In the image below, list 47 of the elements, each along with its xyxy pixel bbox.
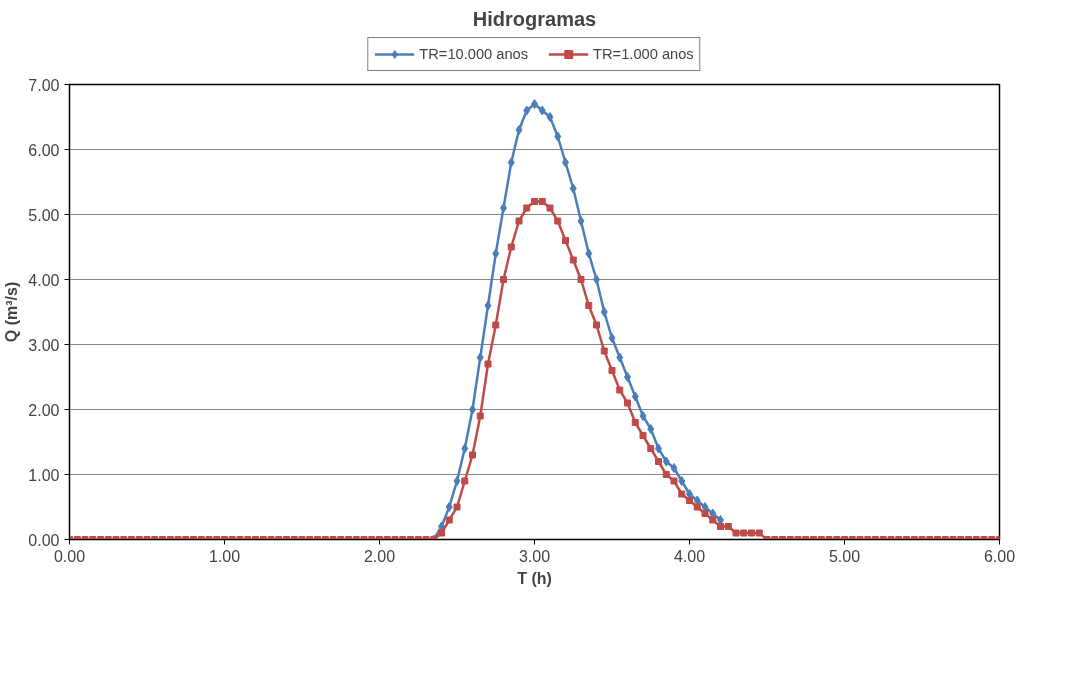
x-tick-label: 5.00 (828, 547, 861, 565)
point (600, 307, 608, 317)
point (531, 99, 538, 109)
x-tick-label: 0.00 (53, 547, 86, 565)
point (608, 333, 616, 343)
point (523, 105, 531, 116)
point (445, 502, 453, 512)
point (639, 411, 647, 421)
y-tick-label: 3.00 (28, 336, 60, 354)
point (554, 131, 562, 142)
point (492, 248, 500, 259)
y-tick-label: 2.00 (28, 401, 60, 419)
point (484, 300, 492, 311)
y-tick-label: 0.00 (28, 531, 60, 549)
point (647, 424, 655, 434)
point (631, 391, 639, 402)
point (538, 105, 546, 116)
chart-title: Hidrogramas (472, 7, 597, 30)
point (662, 456, 670, 467)
point (678, 476, 686, 486)
point (515, 125, 523, 135)
legend-label: TR=1.000 anos (593, 46, 694, 62)
y-tick-label: 1.00 (28, 466, 60, 484)
point (546, 112, 554, 122)
y-tick-label: 6.00 (28, 141, 60, 159)
point (500, 203, 507, 213)
x-tick-label: 6.00 (983, 547, 1016, 565)
y-tick-label: 7.00 (28, 76, 60, 94)
y-tick-label: 5.00 (28, 206, 60, 224)
point (569, 183, 577, 194)
x-tick-label: 1.00 (208, 547, 241, 565)
point (476, 352, 484, 363)
y-axis-title: Q (m³/s) (3, 281, 21, 343)
x-axis-title: T (h) (517, 569, 552, 587)
point (616, 352, 624, 363)
y-tick-label: 4.00 (28, 271, 60, 289)
x-tick-label: 3.00 (518, 547, 551, 565)
point (624, 372, 631, 382)
point (585, 248, 593, 259)
point (461, 443, 469, 454)
x-tick-label: 4.00 (673, 547, 706, 565)
point (577, 216, 585, 226)
point (507, 157, 515, 168)
x-tick-label: 2.00 (363, 547, 396, 565)
point (453, 476, 461, 486)
point (670, 463, 678, 473)
legend-label: TR=10.000 anos (419, 46, 529, 62)
